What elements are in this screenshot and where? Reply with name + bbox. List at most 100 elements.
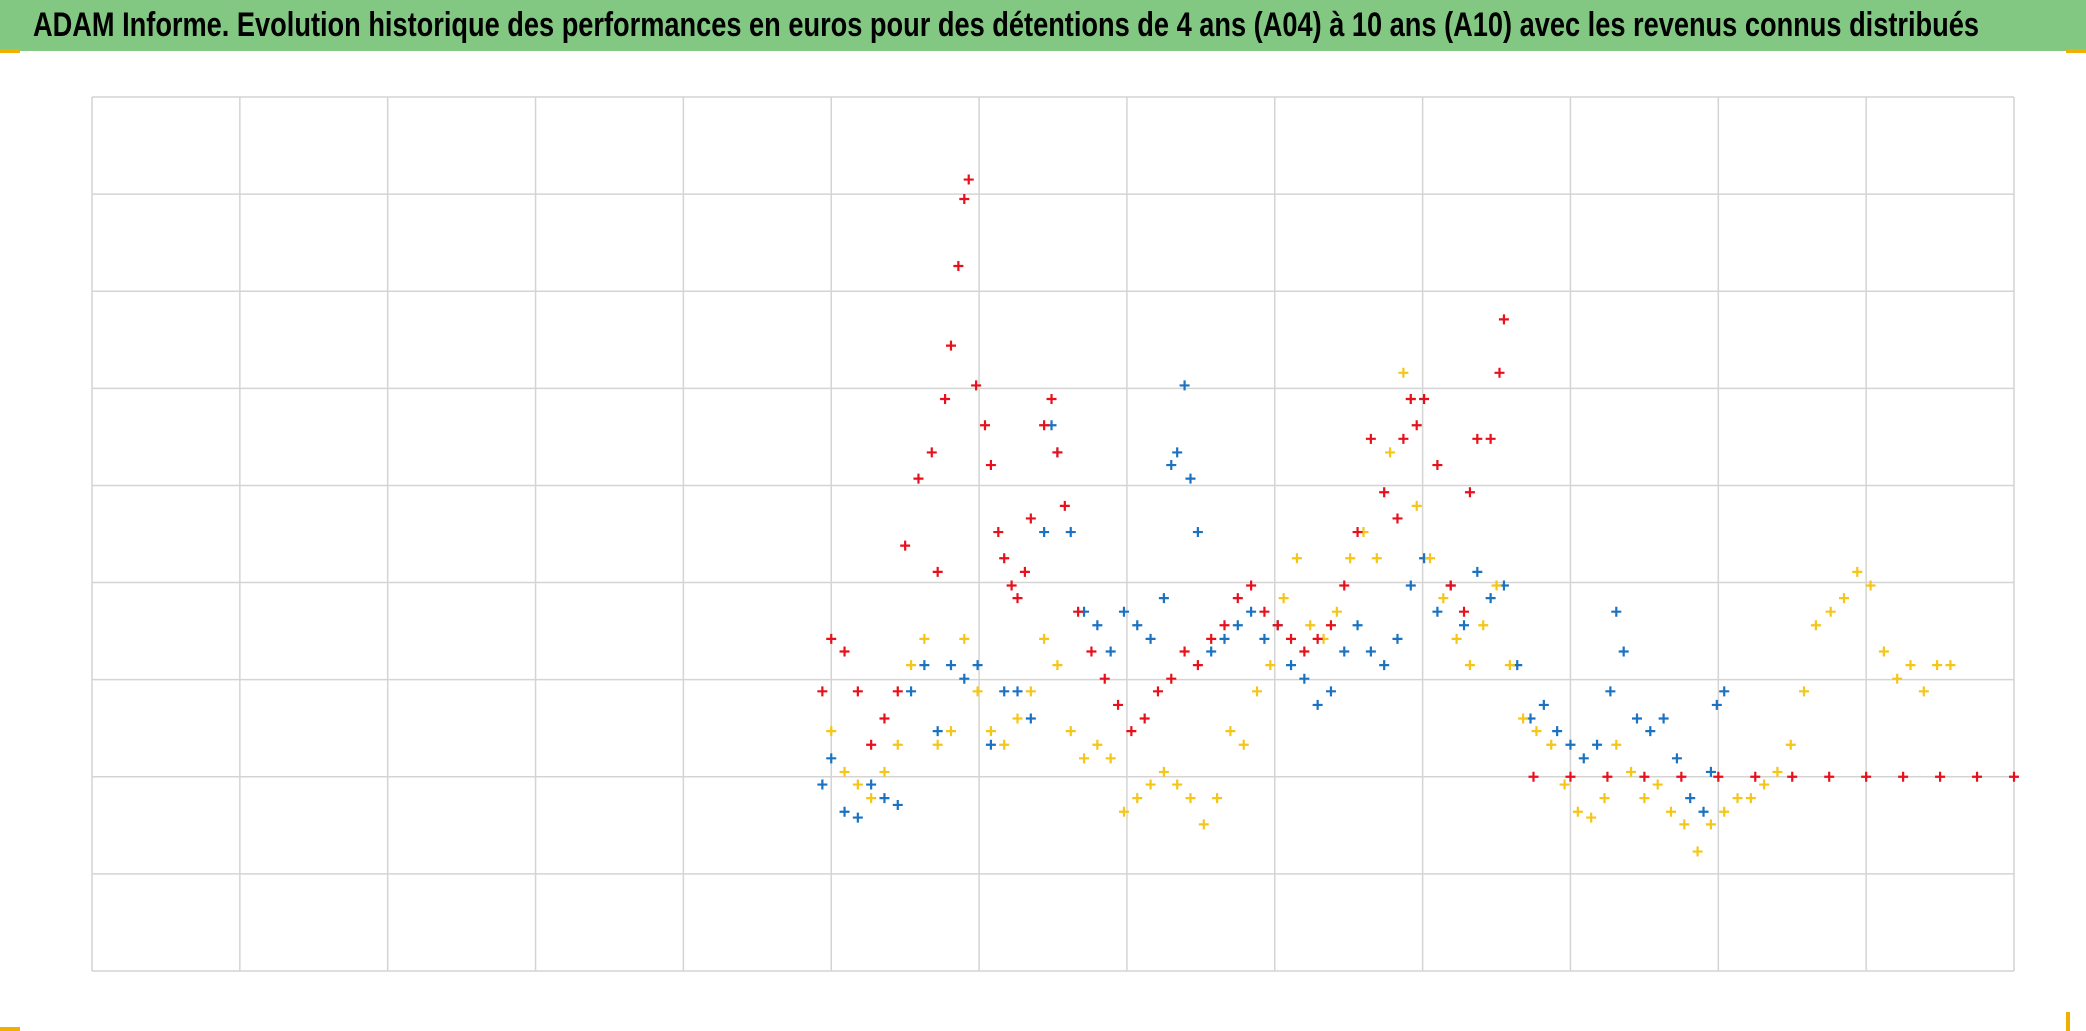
data-point <box>1799 686 1810 697</box>
data-point <box>1132 793 1143 804</box>
data-point <box>906 660 917 671</box>
data-point <box>1732 793 1743 804</box>
data-point <box>1494 367 1505 378</box>
data-point <box>1411 420 1422 431</box>
data-point <box>1398 367 1409 378</box>
data-point <box>1079 753 1090 764</box>
data-point <box>1491 580 1502 591</box>
data-point <box>940 394 951 405</box>
data-point <box>963 174 974 185</box>
data-point <box>959 193 970 204</box>
data-point <box>1158 593 1169 604</box>
data-point <box>1385 447 1396 458</box>
data-point <box>1185 473 1196 484</box>
data-point <box>852 812 863 823</box>
data-point <box>972 660 983 671</box>
data-point <box>1472 566 1483 577</box>
data-point <box>1025 686 1036 697</box>
data-point <box>1392 513 1403 524</box>
data-point <box>900 540 911 551</box>
data-point <box>1219 633 1230 644</box>
data-point <box>1559 779 1570 790</box>
data-point <box>1012 713 1023 724</box>
data-point <box>1405 394 1416 405</box>
data-point <box>1325 620 1336 631</box>
data-point <box>826 726 837 737</box>
data-point <box>1611 739 1622 750</box>
data-point <box>1671 753 1682 764</box>
data-point <box>1212 793 1223 804</box>
data-point <box>892 739 903 750</box>
data-point <box>985 739 996 750</box>
data-point <box>1472 433 1483 444</box>
data-point <box>1518 713 1529 724</box>
data-point <box>993 527 1004 538</box>
data-point <box>1046 394 1057 405</box>
data-point <box>1528 771 1539 782</box>
data-point <box>1113 699 1124 710</box>
data-point <box>1639 771 1650 782</box>
data-point <box>1666 806 1676 817</box>
data-point <box>1713 771 1724 782</box>
data-point <box>971 380 982 391</box>
data-point <box>1379 487 1390 498</box>
data-point <box>1352 620 1363 631</box>
data-point <box>1705 766 1716 777</box>
data-point <box>1578 753 1589 764</box>
data-point <box>1824 771 1835 782</box>
data-point <box>1012 686 1023 697</box>
data-point <box>1126 726 1137 737</box>
data-point <box>945 726 956 737</box>
data-point <box>892 686 903 697</box>
data-point <box>1932 660 1943 671</box>
data-point <box>1445 580 1456 591</box>
data-point <box>1286 660 1297 671</box>
data-point <box>1265 660 1276 671</box>
title-bar <box>0 0 2086 51</box>
data-point <box>1392 633 1403 644</box>
data-point <box>1039 633 1050 644</box>
data-point <box>999 739 1010 750</box>
data-point <box>839 646 850 657</box>
data-point <box>1219 620 1230 631</box>
data-point <box>1892 673 1903 684</box>
data-point <box>1025 513 1036 524</box>
data-point <box>1365 646 1376 657</box>
data-point <box>852 779 863 790</box>
data-point <box>999 686 1010 697</box>
data-point <box>1692 846 1703 857</box>
data-point <box>1719 806 1730 817</box>
data-point <box>1312 633 1323 644</box>
corner-mark <box>2066 1012 2070 1031</box>
data-point <box>1759 779 1770 790</box>
data-point <box>1092 620 1103 631</box>
data-point <box>1166 460 1177 471</box>
data-point <box>1485 433 1496 444</box>
data-point <box>1626 766 1637 777</box>
data-point <box>1538 699 1549 710</box>
data-point <box>1166 673 1177 684</box>
data-point <box>1339 580 1350 591</box>
data-point <box>1592 739 1603 750</box>
data-point <box>1252 686 1263 697</box>
chart-title: ADAM Informe. Evolution historique des p… <box>33 6 1979 44</box>
data-point <box>1552 726 1563 737</box>
data-point <box>1198 819 1209 830</box>
data-point <box>1464 660 1475 671</box>
data-point <box>1652 779 1663 790</box>
data-point <box>1432 460 1443 471</box>
data-point <box>1039 420 1050 431</box>
data-point <box>1052 447 1063 458</box>
data-point <box>1105 753 1116 764</box>
data-point <box>1432 606 1443 617</box>
data-point <box>932 566 943 577</box>
data-point <box>1192 527 1203 538</box>
data-point <box>972 686 983 697</box>
data-point <box>839 806 850 817</box>
data-point <box>879 713 890 724</box>
data-point <box>945 660 956 671</box>
data-point <box>1785 739 1796 750</box>
data-point <box>1945 660 1956 671</box>
data-point <box>1065 726 1076 737</box>
data-point <box>1572 806 1583 817</box>
